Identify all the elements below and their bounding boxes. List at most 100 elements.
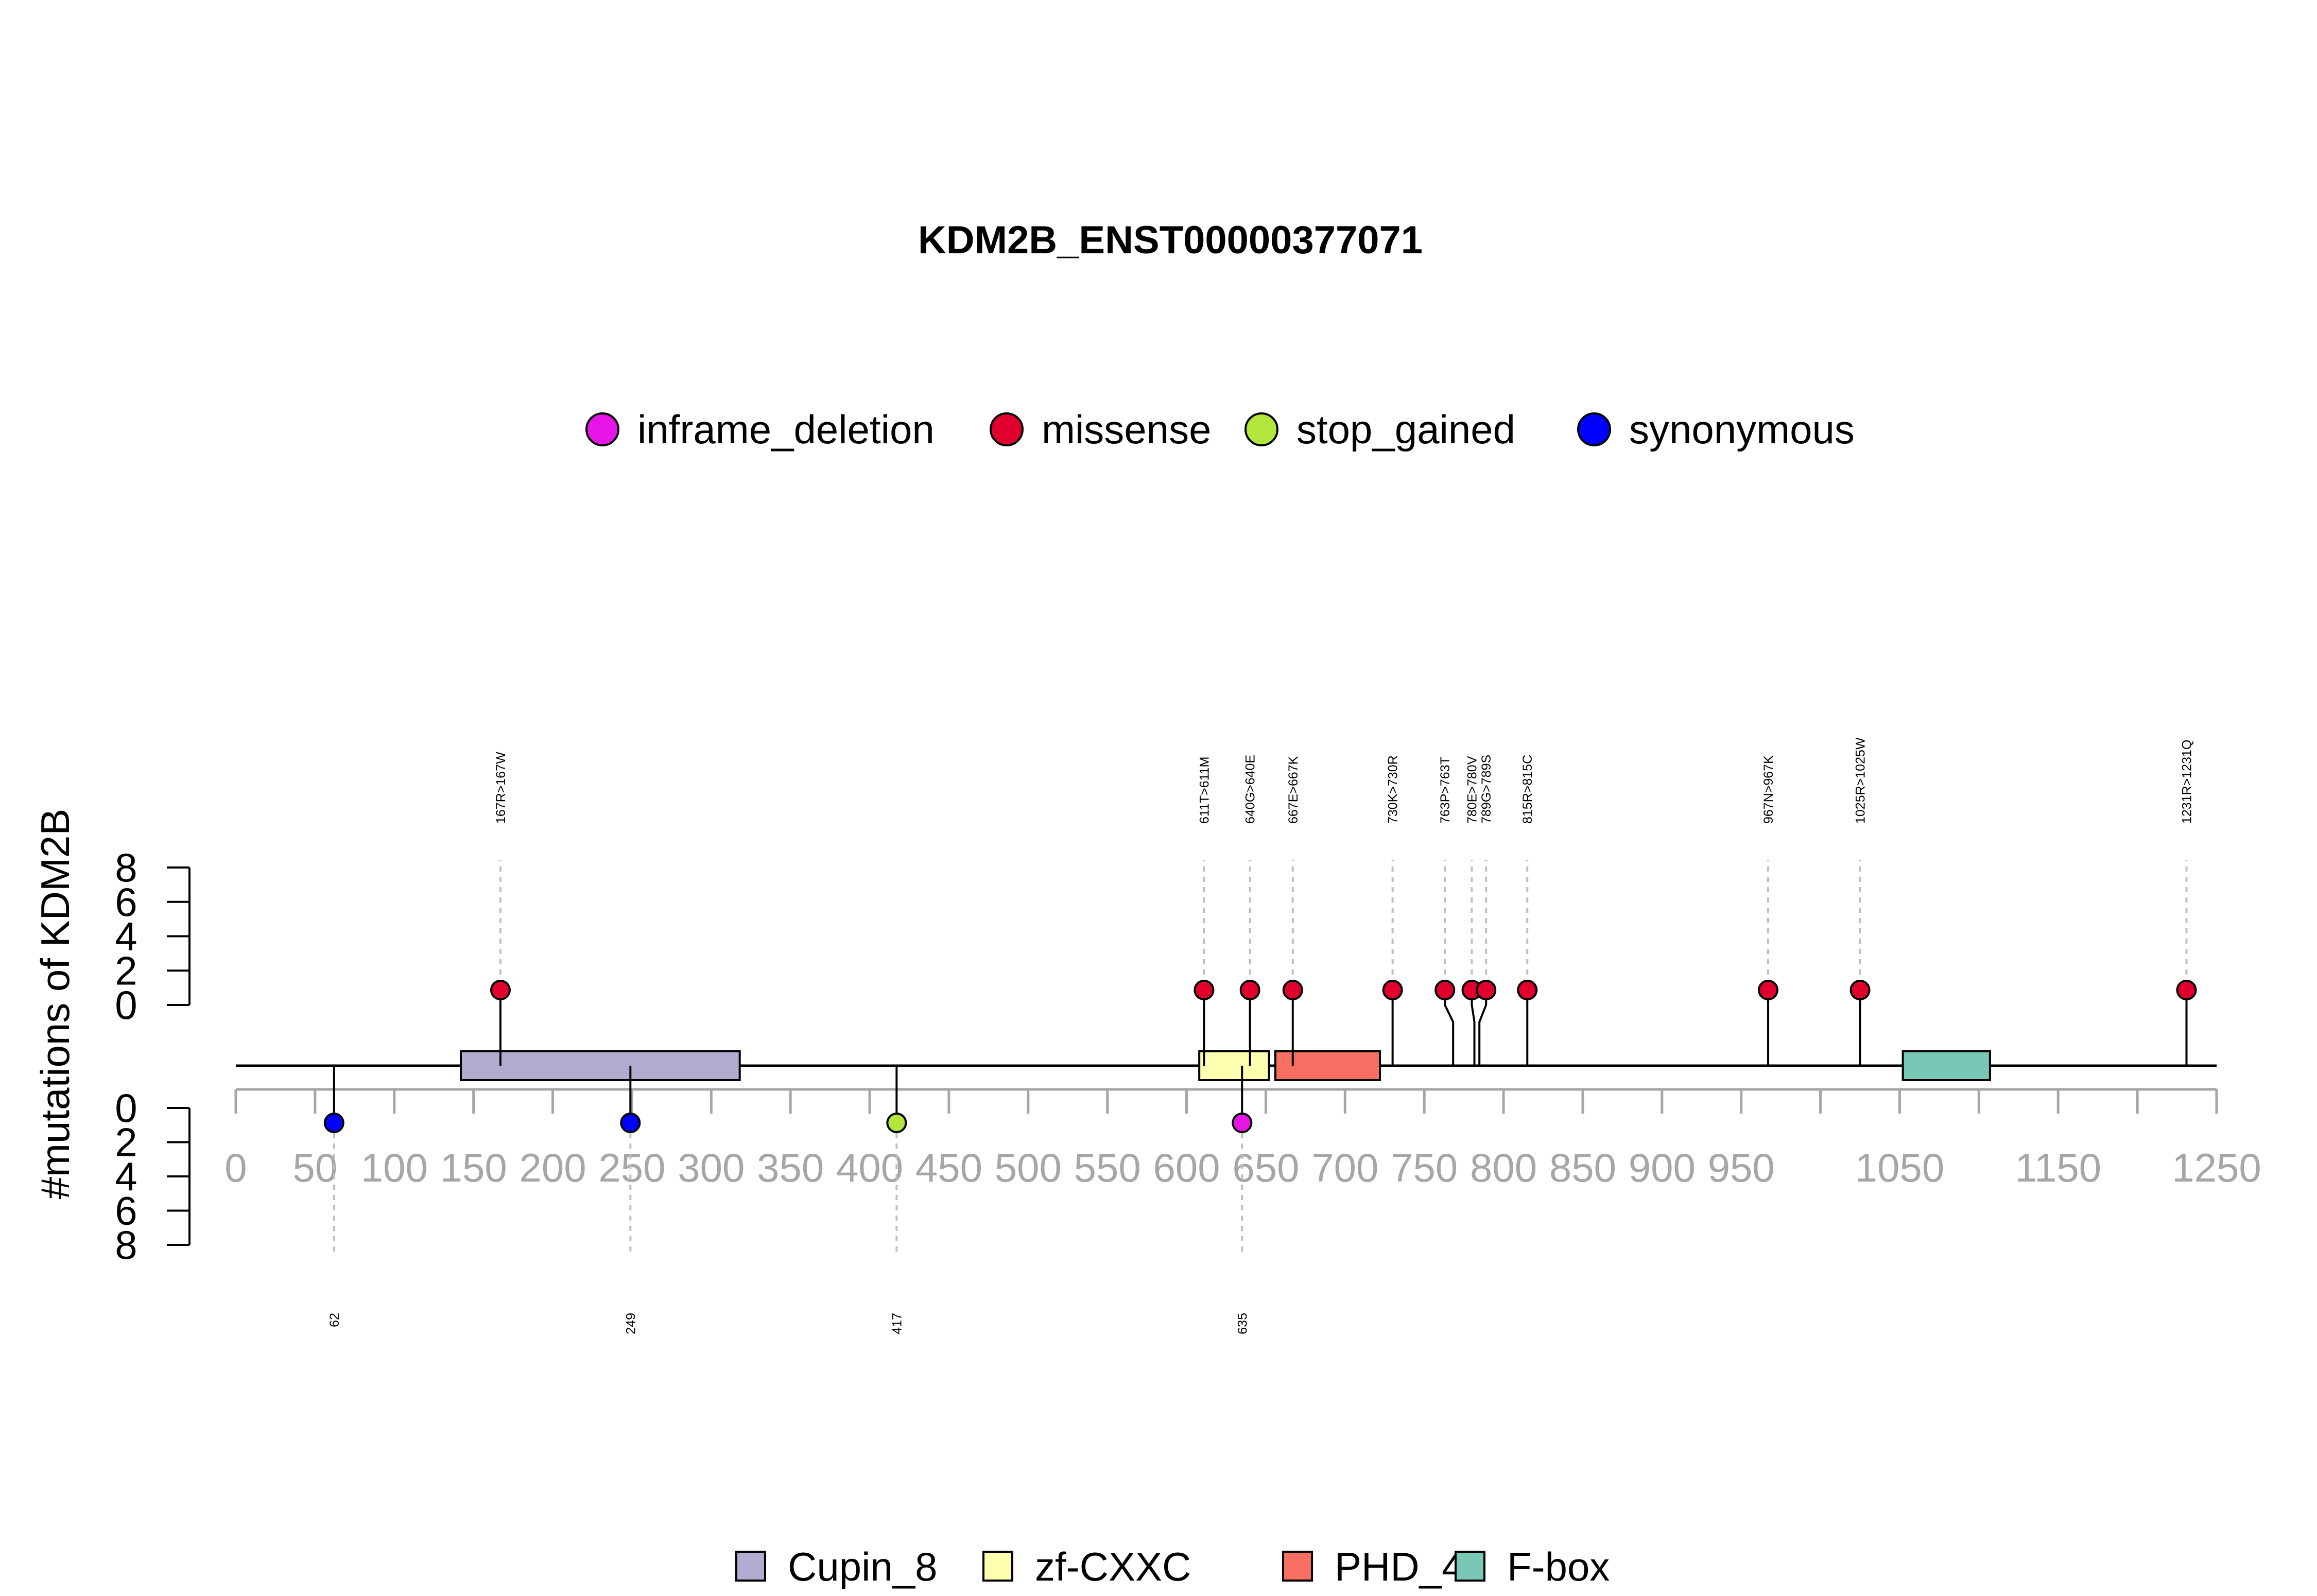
mutation-label-667e-667k: 667E>667K	[1286, 756, 1301, 824]
mutation-label-611t-611m: 611T>611M	[1197, 757, 1212, 824]
mutation-type-legend: inframe_deletion missense stop_gained synon…	[585, 407, 1855, 452]
legend-item-missense: missense	[990, 407, 1211, 452]
x-tick-label-350: 350	[757, 1145, 824, 1190]
y-tick-label-top-2: 2	[115, 948, 137, 993]
mutation-dot-967n-967k	[1758, 980, 1779, 1000]
legend-swatch-stop-gained	[1244, 412, 1278, 446]
x-tick-label-100: 100	[361, 1145, 428, 1190]
mutation-bottom-62: 62	[323, 1066, 344, 1327]
x-tick-label-400: 400	[836, 1145, 903, 1190]
mutation-dot-167r-167w	[490, 980, 511, 1000]
x-tick-label-850: 850	[1549, 1145, 1616, 1190]
mutation-dot-815r-815c	[1517, 980, 1538, 1000]
top-mutations: 167R>167W 611T>611M 640G>640E 667E>667K 730K…	[490, 737, 2197, 1066]
mutation-dot-62	[323, 1113, 344, 1133]
x-tick-label-800: 800	[1470, 1145, 1537, 1190]
domain-legend-swatch-phd-4	[1282, 1551, 1313, 1582]
y-tick-label-top-4: 4	[115, 914, 137, 959]
legend-item-stop-gained: stop_gained	[1244, 407, 1515, 452]
chart-title: KDM2B_ENST00000377071	[918, 218, 1423, 262]
y-tick-label-top-6: 6	[115, 879, 137, 925]
domain-legend-label-f-box: F-box	[1507, 1544, 1610, 1589]
x-tick-label-0: 0	[224, 1145, 247, 1190]
domain-legend-item-f-box: F-box	[1455, 1544, 1610, 1589]
bottom-mutations: 62 249 417 635	[323, 1066, 1253, 1334]
mutation-bottom-635: 635	[1232, 1066, 1253, 1334]
y-tick-label-bottom-0: 0	[115, 1085, 137, 1131]
mutation-label-417: 417	[890, 1313, 904, 1334]
y-tick-label-bottom-4: 4	[115, 1154, 137, 1199]
legend-label-stop-gained: stop_gained	[1296, 407, 1515, 452]
domain-legend-swatch-f-box	[1455, 1551, 1485, 1582]
x-tick-label-1150: 1150	[2015, 1145, 2101, 1190]
domain-legend-item-zf-cxxc: zf-CXXC	[982, 1544, 1191, 1589]
x-tick-label-150: 150	[440, 1145, 507, 1190]
protein-track	[236, 1050, 2217, 1081]
mutation-top-667e-667k: 667E>667K	[1282, 756, 1303, 1066]
x-tick-label-1050: 1050	[1855, 1145, 1945, 1190]
x-tick-label-450: 450	[915, 1145, 982, 1190]
domain-legend: Cupin_8 zf-CXXC PHD_4 F-box	[735, 1544, 1610, 1589]
legend-label-inframe-deletion: inframe_deletion	[637, 407, 935, 452]
mutation-stem-763p-763t	[1444, 990, 1455, 1066]
x-tick-label-250: 250	[598, 1145, 665, 1190]
mutation-dot-730k-730r	[1382, 980, 1403, 1000]
domain-legend-item-phd-4: PHD_4	[1282, 1544, 1464, 1589]
mutation-label-1231r-1231q: 1231R>1231Q	[2180, 740, 2194, 824]
mutation-label-967n-967k: 967N>967K	[1761, 755, 1776, 824]
legend-label-missense: missense	[1042, 407, 1211, 452]
mutation-dot-789g-789s	[1476, 980, 1497, 1000]
mutation-label-249: 249	[624, 1313, 638, 1334]
mutation-dot-763p-763t	[1434, 980, 1456, 1000]
x-tick-label-950: 950	[1708, 1145, 1775, 1190]
x-tick-label-300: 300	[678, 1145, 745, 1190]
mutation-top-640g-640e: 640G>640E	[1239, 755, 1260, 1066]
y-tick-label-bottom-8: 8	[115, 1222, 137, 1268]
mutation-label-780e-780v: 780E>780V	[1465, 756, 1480, 824]
legend-swatch-inframe-deletion	[585, 412, 619, 446]
legend-item-inframe-deletion: inframe_deletion	[585, 407, 935, 452]
mutation-dot-667e-667k	[1282, 980, 1303, 1000]
mutation-top-789g-789s: 789G>789S	[1476, 755, 1497, 1066]
mutation-label-815r-815c: 815R>815C	[1520, 755, 1535, 824]
mutation-dot-640g-640e	[1239, 980, 1260, 1000]
mutation-dot-611t-611m	[1194, 980, 1215, 1000]
mutation-dot-635	[1232, 1113, 1253, 1133]
mutation-top-1231r-1231q: 1231R>1231Q	[2176, 740, 2197, 1066]
mutation-label-167r-167w: 167R>167W	[494, 752, 508, 824]
mutation-dot-417	[886, 1113, 907, 1133]
mutation-top-730k-730r: 730K>730R	[1382, 755, 1403, 1066]
legend-label-synonymous: synonymous	[1629, 407, 1855, 452]
y-tick-label-top-0: 0	[115, 982, 137, 1028]
domain-legend-label-cupin-8: Cupin_8	[788, 1544, 938, 1589]
domain-legend-swatch-cupin-8	[735, 1551, 766, 1582]
mutation-label-62: 62	[327, 1313, 342, 1327]
mutation-top-611t-611m: 611T>611M	[1194, 757, 1215, 1066]
domain-legend-swatch-zf-cxxc	[982, 1551, 1013, 1582]
mutation-dot-1025r-1025w	[1849, 980, 1871, 1000]
x-tick-label-500: 500	[995, 1145, 1062, 1190]
domain-zf-cxxc	[1198, 1050, 1270, 1081]
mutation-top-1025r-1025w: 1025R>1025W	[1849, 737, 1871, 1066]
mutation-top-780e-780v: 780E>780V	[1461, 756, 1482, 1066]
mutation-stem-789g-789s	[1478, 990, 1488, 1066]
mutation-label-1025r-1025w: 1025R>1025W	[1854, 737, 1868, 824]
domain-f-box	[1901, 1050, 1991, 1081]
mutation-top-167r-167w: 167R>167W	[490, 752, 511, 1066]
y-tick-label-bottom-6: 6	[115, 1188, 137, 1234]
domain-cupin-8	[460, 1050, 741, 1081]
mutation-top-763p-763t: 763P>763T	[1434, 757, 1456, 1066]
x-tick-label-750: 750	[1391, 1145, 1458, 1190]
mutation-stem-780e-780v	[1471, 990, 1476, 1066]
mutation-label-640g-640e: 640G>640E	[1243, 755, 1258, 824]
legend-swatch-missense	[990, 412, 1024, 446]
x-tick-label-700: 700	[1311, 1145, 1378, 1190]
domain-legend-label-phd-4: PHD_4	[1335, 1544, 1464, 1589]
x-tick-label-1250: 1250	[2172, 1145, 2261, 1190]
y-tick-label-top-8: 8	[115, 845, 137, 890]
y-axis-label: #mutations of KDM2B	[32, 809, 78, 1200]
mutation-dot-249	[620, 1113, 641, 1133]
